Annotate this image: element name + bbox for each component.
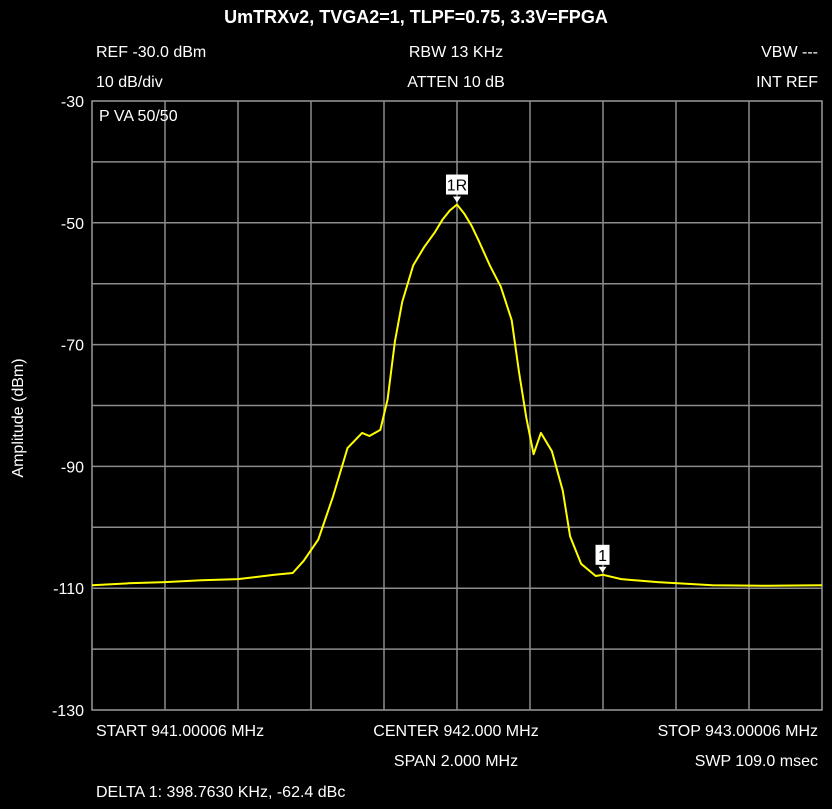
reference-source: INT REF [756, 74, 818, 91]
y-tick-label: -50 [61, 216, 84, 233]
trace-mode-label: P VA 50/50 [99, 108, 178, 125]
delta-marker-readout: DELTA 1: 398.7630 KHz, -62.4 dBc [96, 784, 346, 801]
marker-pointer [598, 566, 607, 573]
marker-label: 1 [598, 548, 607, 565]
marker-label: 1R [447, 178, 467, 195]
y-tick-label: -30 [61, 94, 84, 111]
center-frequency: CENTER 942.000 MHz [373, 723, 539, 740]
grid [91, 100, 823, 711]
y-tick-label: -130 [52, 703, 84, 720]
y-tick-label: -110 [53, 581, 84, 598]
video-bandwidth: VBW --- [761, 44, 818, 61]
attenuation: ATTEN 10 dB [407, 74, 505, 91]
spectrum-trace [91, 203, 823, 587]
y-tick-label: -70 [61, 338, 84, 355]
sweep-time: SWP 109.0 msec [694, 753, 818, 770]
stop-frequency: STOP 943.00006 MHz [657, 723, 818, 740]
scale-per-division: 10 dB/div [96, 74, 163, 91]
start-frequency: START 941.00006 MHz [96, 723, 265, 740]
reference-level: REF -30.0 dBm [96, 44, 207, 61]
markers: 1R 1 [445, 174, 610, 573]
chart-title: UmTRXv2, TVGA2=1, TLPF=0.75, 3.3V=FPGA [224, 7, 608, 27]
y-tick-labels: -30 -50 -70 -90 -110 -130 [52, 94, 84, 720]
marker-pointer [452, 196, 461, 203]
marker-box [445, 174, 468, 195]
marker-box [595, 544, 610, 565]
y-tick-label: -90 [61, 459, 84, 476]
resolution-bandwidth: RBW 13 KHz [408, 44, 504, 61]
frequency-span: SPAN 2.000 MHz [393, 753, 519, 770]
